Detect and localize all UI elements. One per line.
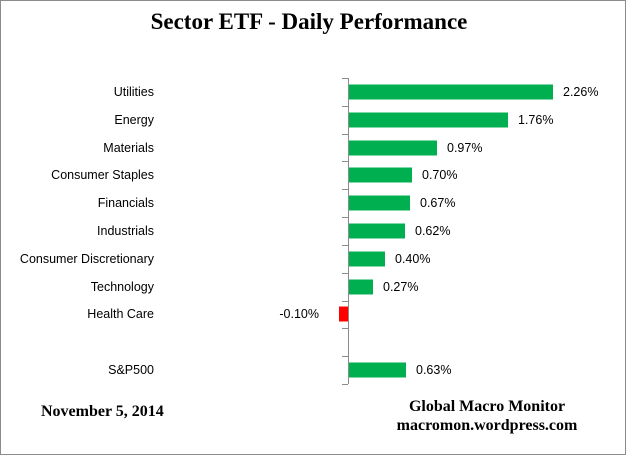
bar-technology xyxy=(349,279,373,295)
bar-chart-plot: Utilities 2.26% Energy 1.76% Materials 0.97% C… xyxy=(1,78,625,385)
category-label: Utilities xyxy=(113,84,154,99)
value-label: 0.27% xyxy=(383,279,419,294)
bar-consumer-discretionary xyxy=(349,251,385,267)
category-label: Technology xyxy=(90,279,154,294)
chart-row-utilities: Utilities 2.26% xyxy=(1,78,625,106)
axis-tick xyxy=(342,301,348,302)
axis-tick xyxy=(342,245,348,246)
date-label: November 5, 2014 xyxy=(41,403,164,420)
chart-title: Sector ETF - Daily Performance xyxy=(150,9,468,34)
chart-row-industrials: Industrials 0.62% xyxy=(1,217,625,245)
value-label: 0.97% xyxy=(447,140,483,155)
chart-row-consumer-discretionary: Consumer Discretionary 0.40% xyxy=(1,245,625,273)
value-label: -0.10% xyxy=(279,307,319,322)
source-attribution: Global Macro Monitor macromon.wordpress.… xyxy=(387,397,587,435)
source-name: Global Macro Monitor xyxy=(408,398,566,415)
chart-row-materials: Materials 0.97% xyxy=(1,134,625,162)
axis-tick xyxy=(342,384,348,385)
value-label: 2.26% xyxy=(563,84,599,99)
chart-row-energy: Energy 1.76% xyxy=(1,106,625,134)
category-label: Industrials xyxy=(97,224,154,238)
chart-row-s-p500: S&P500 0.63% xyxy=(1,356,625,384)
category-label: Financials xyxy=(97,196,154,211)
axis-tick xyxy=(342,217,348,218)
category-label: Health Care xyxy=(87,307,154,322)
chart-row-technology: Technology 0.27% xyxy=(1,273,625,301)
chart-row-financials: Financials 0.67% xyxy=(1,189,625,217)
value-label: 0.70% xyxy=(422,168,458,183)
category-label: Consumer Staples xyxy=(51,168,154,183)
category-axis-line xyxy=(348,78,349,384)
axis-tick xyxy=(342,161,348,162)
category-label: S&P500 xyxy=(108,363,154,378)
bar-s-p500 xyxy=(349,362,406,378)
bar-financials xyxy=(349,195,410,211)
value-label: 0.62% xyxy=(415,224,451,238)
bar-consumer-staples xyxy=(349,167,412,183)
value-label: 1.76% xyxy=(518,112,554,127)
axis-tick xyxy=(342,273,348,274)
category-label: Energy xyxy=(114,112,154,127)
bar-materials xyxy=(349,140,437,156)
axis-tick xyxy=(342,189,348,190)
category-label: Consumer Discretionary xyxy=(19,251,154,266)
chart-row-health-care: Health Care -0.10% xyxy=(1,301,625,329)
chart-row-consumer-staples: Consumer Staples 0.70% xyxy=(1,161,625,189)
bar-health-care xyxy=(339,306,348,322)
category-label: Materials xyxy=(103,140,154,155)
bar-energy xyxy=(349,112,508,128)
axis-tick xyxy=(342,328,348,329)
axis-tick xyxy=(342,78,348,79)
source-url: macromon.wordpress.com xyxy=(396,417,578,434)
value-label: 0.67% xyxy=(420,196,456,211)
axis-tick xyxy=(342,106,348,107)
value-label: 0.40% xyxy=(395,251,431,266)
axis-tick xyxy=(342,356,348,357)
axis-tick xyxy=(342,134,348,135)
bar-utilities xyxy=(349,84,553,100)
bar-industrials xyxy=(349,223,405,239)
value-label: 0.63% xyxy=(416,363,452,378)
